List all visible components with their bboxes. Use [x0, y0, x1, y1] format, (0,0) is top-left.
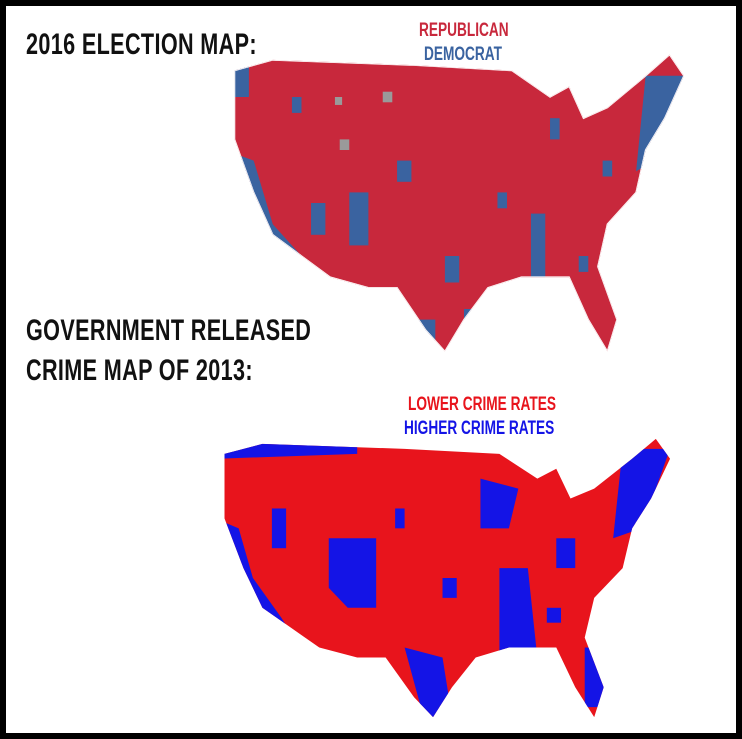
- legend-democrat: DEMOCRAT: [424, 44, 503, 65]
- legend-lower-crime: LOWER CRIME RATES: [408, 394, 556, 415]
- election-map-title: 2016 ELECTION MAP:: [26, 28, 257, 61]
- election-map: [234, 54, 684, 352]
- legend-higher-crime: HIGHER CRIME RATES: [404, 418, 555, 439]
- crime-map: [224, 438, 671, 718]
- meme-panel: 2016 ELECTION MAP: REPUBLICAN DEMOCRAT G…: [6, 6, 736, 733]
- crime-map-title-line2: CRIME MAP OF 2013:: [26, 354, 253, 387]
- no-data-counties: [334, 91, 393, 150]
- crime-map-title-line1: GOVERNMENT RELEASED: [26, 314, 312, 347]
- legend-republican: REPUBLICAN: [419, 20, 509, 41]
